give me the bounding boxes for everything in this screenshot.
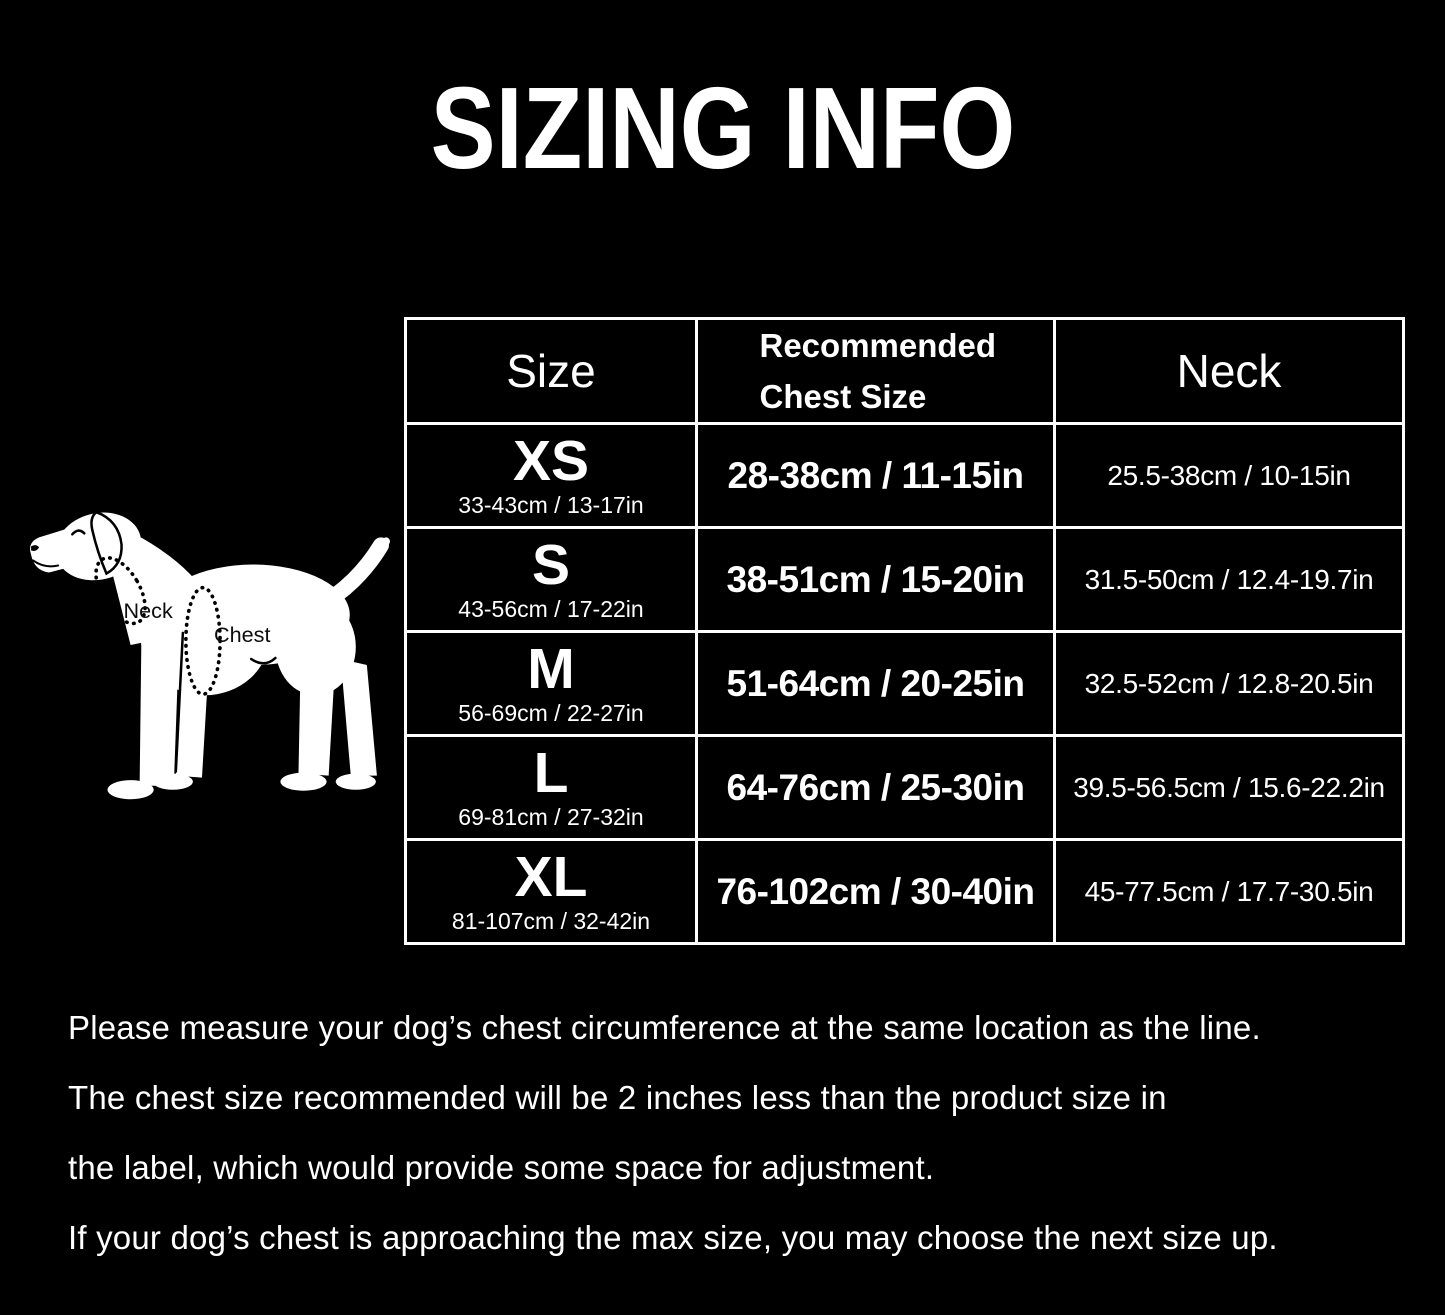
table-header-row: Size Recommended Chest Size Neck [404, 316, 1405, 426]
dog-nose-icon [31, 545, 40, 552]
sizing-table: Size Recommended Chest Size Neck XS 33-4… [404, 316, 1405, 946]
chest-size-value: 51-64cm / 20-25in [695, 630, 1056, 738]
size-cell: M 56-69cm / 22-27in [404, 630, 698, 738]
page-title-text: SIZING INFO [430, 63, 1015, 193]
size-range: 33-43cm / 13-17in [458, 491, 644, 518]
page-title: SIZING INFO [0, 63, 1445, 220]
note-line: the label, which would provide some spac… [68, 1149, 935, 1186]
size-value: S [531, 532, 571, 597]
size-range: 43-56cm / 17-22in [458, 595, 644, 622]
size-cell: S 43-56cm / 17-22in [404, 526, 698, 634]
neck-size-value: 31.5-50cm / 12.4-19.7in [1053, 526, 1405, 634]
size-range: 69-81cm / 27-32in [458, 803, 644, 830]
table-row: L 69-81cm / 27-32in 64-76cm / 25-30in 39… [404, 734, 1405, 842]
size-range: 56-69cm / 22-27in [458, 699, 644, 726]
note-line: If your dog’s chest is approaching the m… [68, 1219, 1278, 1256]
dog-eye-icon [71, 529, 86, 536]
size-cell: XL 81-107cm / 32-42in [404, 838, 698, 946]
size-cell: L 69-81cm / 27-32in [404, 734, 698, 842]
table-row: XL 81-107cm / 32-42in 76-102cm / 30-40in… [404, 838, 1405, 946]
size-value: XS [512, 428, 590, 493]
column-header-chest-text: Recommended Chest Size [759, 327, 997, 416]
chest-size-value: 76-102cm / 30-40in [695, 838, 1056, 946]
neck-size-value: 32.5-52cm / 12.8-20.5in [1053, 630, 1405, 738]
neck-label: Neck [124, 598, 173, 623]
chest-measure-line [184, 585, 222, 697]
chest-size-value: 64-76cm / 25-30in [695, 734, 1056, 842]
table-row: XS 33-43cm / 13-17in 28-38cm / 11-15in 2… [404, 422, 1405, 530]
dog-silhouette [30, 512, 390, 800]
size-value: M [527, 636, 575, 701]
column-header-neck: Neck [1053, 316, 1405, 426]
size-cell: XS 33-43cm / 13-17in [404, 422, 698, 530]
column-header-size: Size [404, 316, 698, 426]
table-row: M 56-69cm / 22-27in 51-64cm / 20-25in 32… [404, 630, 1405, 738]
size-value: L [533, 740, 569, 805]
dog-detail-lines [31, 510, 277, 773]
neck-size-value: 45-77.5cm / 17.7-30.5in [1053, 838, 1405, 946]
dog-ear-icon [90, 510, 123, 576]
neck-size-value: 25.5-38cm / 10-15in [1053, 422, 1405, 530]
dog-measurement-diagram: Neck Chest [22, 500, 394, 812]
chest-size-value: 28-38cm / 11-15in [695, 422, 1056, 530]
note-line: Please measure your dog’s chest circumfe… [68, 1009, 1261, 1046]
neck-measure-line [94, 556, 147, 626]
measurement-notes: Please measure your dog’s chest circumfe… [68, 993, 1413, 1273]
chest-label: Chest [214, 622, 270, 647]
dog-diagram-icon: Neck Chest [30, 510, 390, 800]
neck-size-value: 39.5-56.5cm / 15.6-22.2in [1053, 734, 1405, 842]
table-row: S 43-56cm / 17-22in 38-51cm / 15-20in 31… [404, 526, 1405, 634]
measurement-lines [94, 556, 222, 697]
note-line: The chest size recommended will be 2 inc… [68, 1079, 1167, 1116]
column-header-chest: Recommended Chest Size [695, 316, 1056, 426]
chest-size-value: 38-51cm / 15-20in [695, 526, 1056, 634]
size-value: XL [514, 844, 588, 909]
size-range: 81-107cm / 32-42in [451, 907, 651, 934]
